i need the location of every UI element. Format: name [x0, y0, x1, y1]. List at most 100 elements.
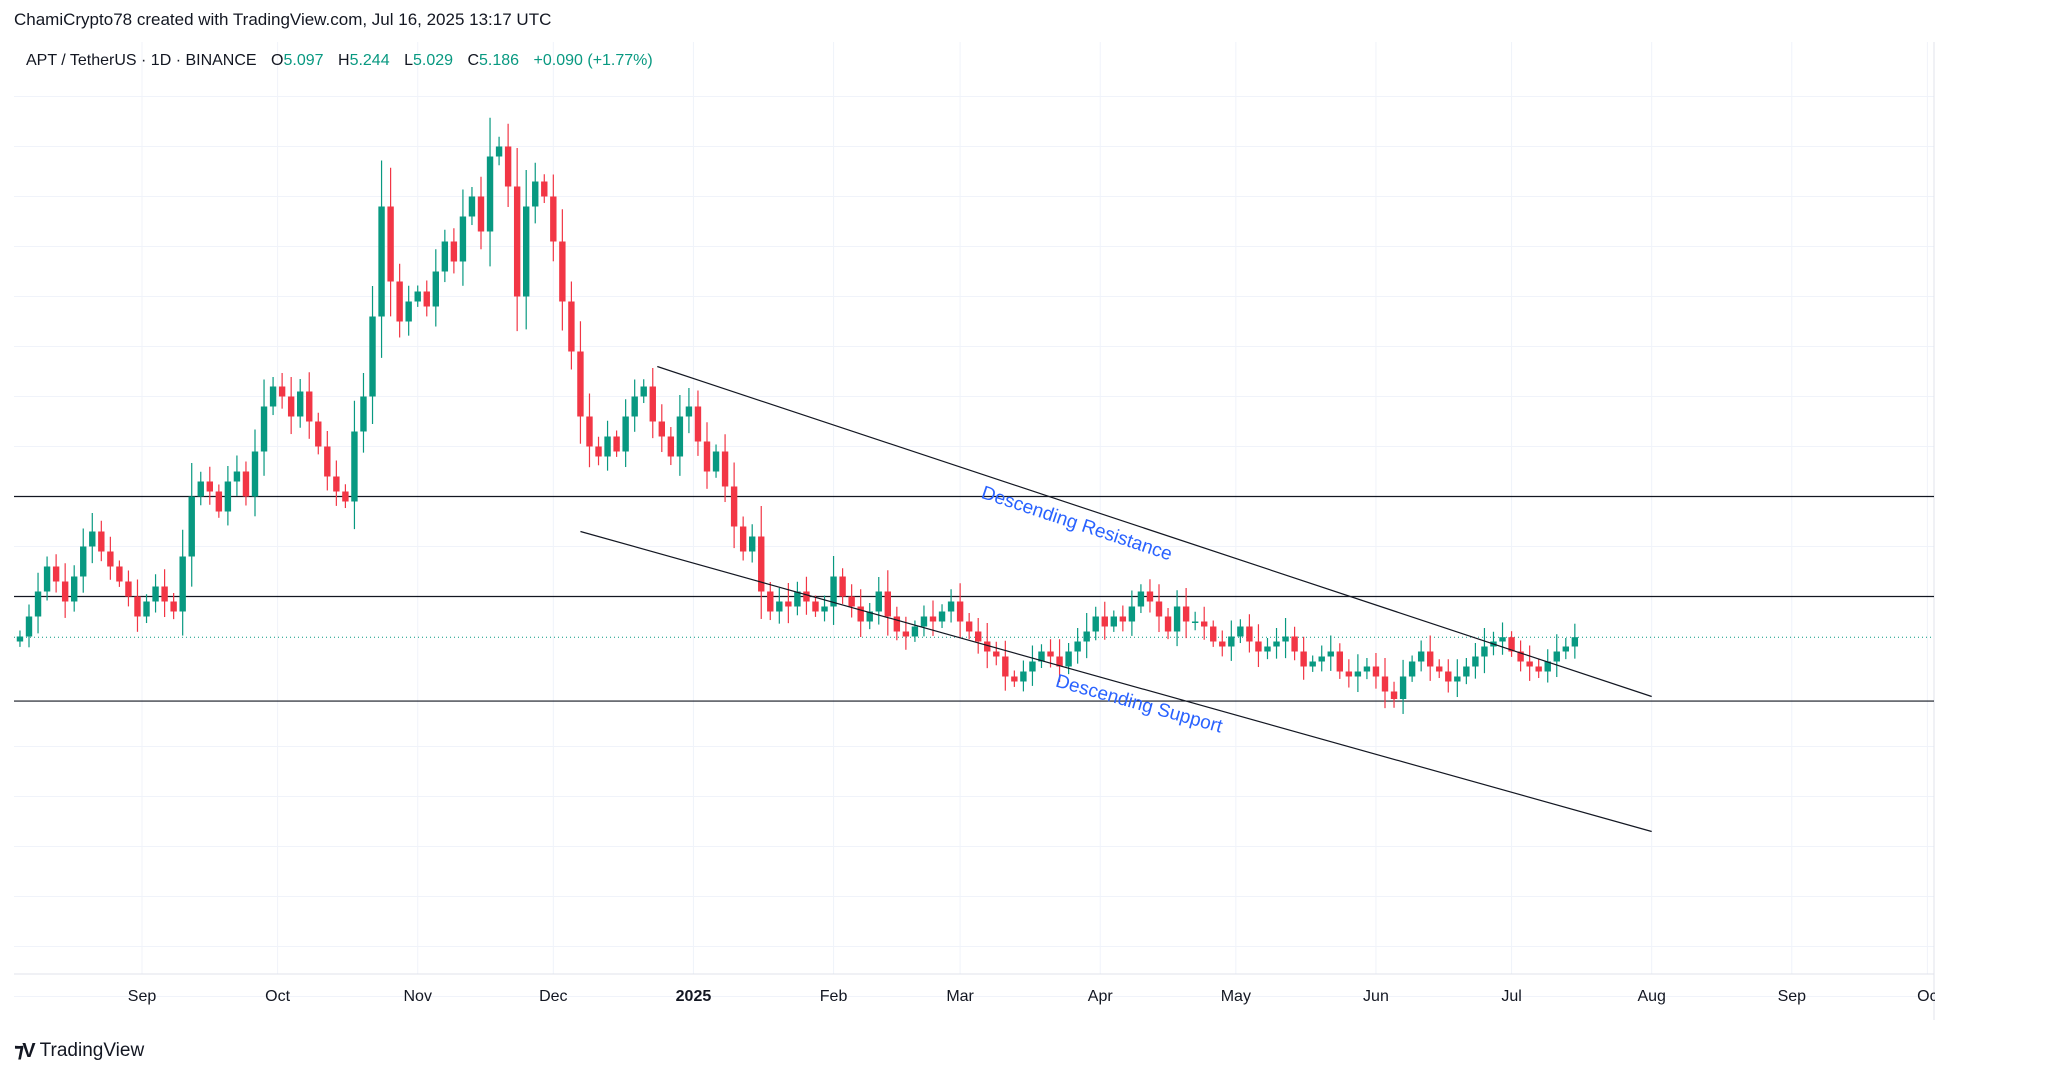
change-value: +0.090 (+1.77%) — [533, 52, 653, 69]
candle-body — [776, 601, 783, 612]
candle-body — [71, 576, 78, 602]
candle-body — [269, 386, 277, 407]
candle-body — [1381, 676, 1389, 692]
candle-body — [1517, 651, 1524, 662]
candle-body — [1182, 606, 1190, 622]
candle-body — [152, 586, 159, 602]
candle-body — [1074, 641, 1081, 652]
tradingview-logo[interactable]: ⁊V TradingView — [14, 1038, 144, 1063]
candles — [16, 117, 1579, 714]
candle-body — [1155, 601, 1163, 617]
candle-body — [694, 406, 702, 442]
candle-body — [297, 391, 304, 417]
candle-body — [1463, 666, 1470, 677]
candle-body — [495, 146, 503, 157]
open-value: 5.097 — [283, 52, 324, 69]
candle-body — [1417, 651, 1425, 662]
candle-body — [947, 601, 955, 612]
candle-body — [1345, 671, 1353, 677]
time-tick-label: Oct — [265, 988, 290, 1005]
time-tick-label: Nov — [403, 988, 431, 1005]
candle-body — [278, 386, 286, 397]
candle-body — [595, 446, 602, 457]
candle-body — [1454, 676, 1461, 682]
candle-body — [1327, 651, 1334, 657]
symbol-legend: APT / TetherUS · 1D · BINANCE O5.097 H5.… — [26, 52, 653, 70]
candle-body — [1083, 631, 1090, 642]
candle-body — [1354, 671, 1362, 677]
candle-body — [89, 531, 96, 547]
candle-body — [1020, 671, 1027, 682]
candle-body — [61, 581, 69, 602]
candle-body — [1273, 641, 1280, 647]
candle-body — [577, 351, 584, 417]
candle-body — [1101, 616, 1108, 627]
low-value: 5.029 — [412, 52, 454, 69]
candle-body — [224, 481, 232, 512]
candle-body — [1436, 666, 1443, 672]
candle-body — [287, 396, 295, 417]
candle-body — [432, 271, 439, 307]
candle-body — [640, 386, 647, 397]
candle-body — [749, 536, 756, 552]
candle-body — [676, 416, 684, 457]
candle-body — [911, 626, 919, 637]
candle-body — [1390, 691, 1398, 699]
candle-body — [1309, 661, 1316, 667]
candle-body — [1427, 651, 1434, 667]
tradingview-icon: ⁊V — [14, 1040, 36, 1062]
candle-body — [586, 416, 593, 447]
candle-body — [161, 586, 168, 602]
candle-body — [893, 616, 901, 632]
candle-body — [1526, 661, 1533, 667]
candle-body — [956, 601, 964, 622]
candle-body — [1011, 676, 1018, 682]
horizontal-levels — [14, 495, 1934, 702]
candle-body — [1228, 636, 1235, 647]
candle-body — [1002, 656, 1009, 677]
candle-body — [739, 526, 747, 552]
time-axis: Sep Oct Nov Dec 2025 Feb Mar Apr May Jun Jul Aug Sep… — [128, 988, 1935, 1005]
candle-body — [965, 621, 973, 632]
candle-body — [1282, 636, 1289, 642]
candle-body — [197, 481, 204, 497]
candle-body — [622, 416, 629, 452]
resistance-label: Descending Resistance — [979, 482, 1175, 565]
time-tick-label: Sep — [128, 988, 157, 1005]
candle-body — [631, 396, 638, 417]
candle-body — [333, 476, 340, 492]
candle-body — [721, 451, 729, 487]
candle-body — [134, 596, 141, 617]
candle-body — [902, 631, 910, 637]
high-label: H — [338, 52, 350, 69]
candle-body — [405, 301, 412, 322]
candle-body — [1137, 591, 1145, 607]
time-tick-label: Mar — [946, 988, 974, 1005]
candle-body — [34, 591, 42, 617]
candle-body — [929, 616, 937, 622]
candle-body — [43, 566, 51, 592]
candle-body — [513, 186, 521, 297]
candle-body — [884, 591, 891, 617]
candle-body — [758, 536, 765, 592]
candle-body — [1255, 641, 1262, 652]
candle-body — [857, 606, 864, 622]
candle-body — [170, 601, 177, 612]
header-credit: ChamiCrypto78 created with TradingView.c… — [14, 10, 552, 29]
candle-body — [1481, 646, 1488, 657]
candle-body — [206, 481, 213, 492]
candle-body — [821, 606, 828, 612]
time-tick-label: Dec — [539, 988, 567, 1005]
candle-body — [1399, 676, 1407, 699]
candle-body — [369, 316, 376, 397]
candle-body — [414, 291, 421, 302]
candle-body — [324, 446, 331, 477]
candle-body — [785, 601, 792, 607]
candle-body — [993, 651, 1000, 657]
candle-body — [1164, 616, 1172, 632]
candle-body — [1110, 616, 1117, 627]
candle-body — [360, 396, 367, 432]
candle-body — [459, 216, 467, 262]
candle-body — [613, 436, 620, 452]
